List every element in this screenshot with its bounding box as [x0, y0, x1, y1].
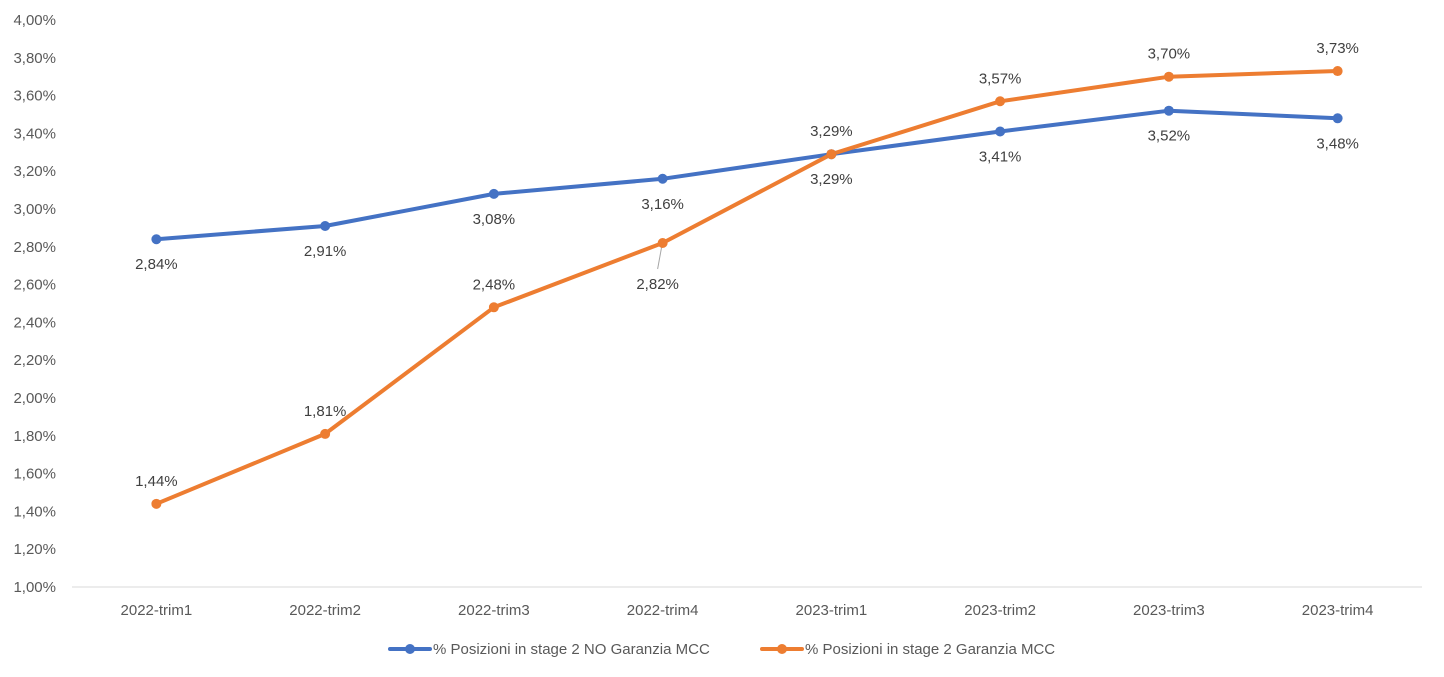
series-points — [151, 66, 1343, 509]
x-axis: 2022-trim1 2022-trim2 2022-trim3 2022-trim4… — [121, 602, 1374, 619]
y-tick-label: 2,60% — [13, 277, 56, 294]
y-tick-label: 2,00% — [13, 390, 56, 407]
y-tick-label: 1,00% — [13, 579, 56, 596]
y-tick-label: 4,00% — [13, 12, 56, 29]
x-tick-label: 2023-trim2 — [964, 602, 1036, 619]
data-label: 3,57% — [979, 70, 1022, 87]
legend-swatch-marker — [777, 644, 787, 654]
series-2-point — [1332, 66, 1343, 77]
x-tick-label: 2023-trim3 — [1133, 602, 1205, 619]
legend-swatch-marker — [405, 644, 415, 654]
data-label: 2,91% — [304, 243, 347, 260]
data-label: 3,70% — [1148, 46, 1191, 63]
series-2-point — [320, 428, 331, 439]
y-tick-label: 1,60% — [13, 466, 56, 483]
data-label: 3,73% — [1316, 40, 1359, 57]
y-tick-label: 2,80% — [13, 239, 56, 256]
y-tick-label: 3,60% — [13, 88, 56, 105]
y-axis: 1,00% 1,20% 1,40% 1,60% 1,80% 2,00% 2,20% 2,40%… — [13, 12, 56, 596]
y-tick-label: 1,20% — [13, 541, 56, 558]
data-label: 3,16% — [641, 196, 684, 213]
data-label-leader-line — [657, 246, 663, 270]
series-2-point — [488, 302, 499, 313]
x-tick-label: 2022-trim2 — [289, 602, 361, 619]
x-tick-label: 2023-trim1 — [796, 602, 868, 619]
data-label: 3,52% — [1148, 128, 1191, 145]
data-label: 2,84% — [135, 256, 178, 273]
y-tick-label: 3,20% — [13, 163, 56, 180]
series-2-point — [1163, 71, 1174, 82]
series-2-point — [657, 238, 668, 249]
data-label: 2,48% — [473, 276, 516, 293]
data-label: 1,44% — [135, 473, 178, 490]
legend-entry: % Posizioni in stage 2 Garanzia MCC — [805, 641, 1055, 658]
leader-lines — [657, 246, 663, 270]
data-label: 2,82% — [636, 276, 679, 293]
data-label: 1,81% — [304, 403, 347, 420]
series-1-point — [488, 188, 499, 199]
data-label: 3,48% — [1316, 135, 1359, 152]
series-1-point — [995, 126, 1006, 137]
series-1-point — [1163, 105, 1174, 116]
x-tick-label: 2022-trim3 — [458, 602, 530, 619]
series-2-point — [826, 149, 837, 160]
series-line-1 — [154, 108, 1340, 242]
series-1-point — [320, 221, 331, 232]
data-label: 3,08% — [473, 211, 516, 228]
series-1-point — [151, 234, 162, 245]
data-label: 3,29% — [810, 171, 853, 188]
y-tick-label: 3,80% — [13, 50, 56, 67]
x-tick-label: 2022-trim1 — [121, 602, 193, 619]
series-line-2 — [154, 69, 1340, 506]
x-tick-label: 2023-trim4 — [1302, 602, 1374, 619]
y-tick-label: 3,00% — [13, 201, 56, 218]
y-tick-label: 2,20% — [13, 352, 56, 369]
data-label: 3,29% — [810, 123, 853, 140]
y-tick-label: 3,40% — [13, 125, 56, 142]
series-1-point — [1332, 113, 1343, 124]
x-tick-label: 2022-trim4 — [627, 602, 699, 619]
y-tick-label: 2,40% — [13, 314, 56, 331]
series-1-point — [657, 173, 668, 184]
data-label: 3,41% — [979, 149, 1022, 166]
series-2-point — [151, 498, 162, 509]
data-labels: 2,84% 2,91% 3,08% 3,16% 3,29% 3,41% 3,52% 3,48%… — [135, 40, 1359, 490]
y-tick-label: 1,80% — [13, 428, 56, 445]
series-2-point — [995, 96, 1006, 107]
y-tick-label: 1,40% — [13, 503, 56, 520]
legend: % Posizioni in stage 2 NO Garanzia MCC % … — [388, 641, 1055, 658]
legend-entry: % Posizioni in stage 2 NO Garanzia MCC — [433, 641, 710, 658]
series-lines — [154, 69, 1340, 506]
